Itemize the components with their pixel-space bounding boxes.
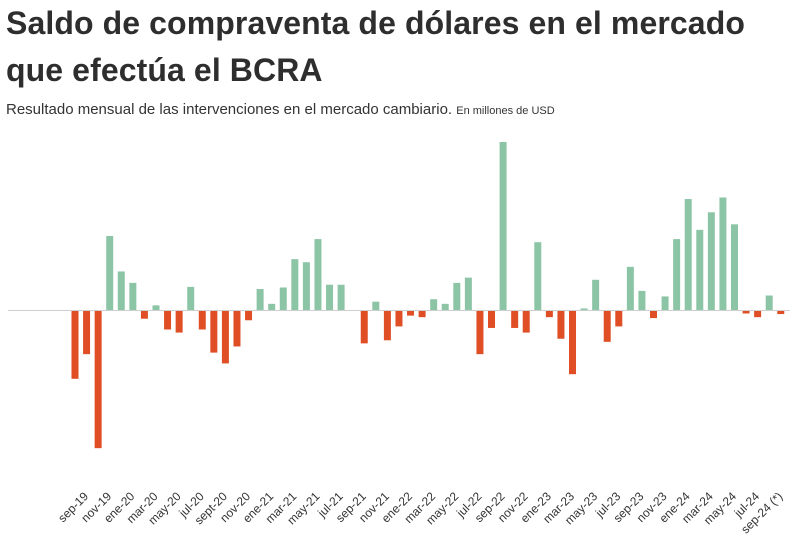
bar-sep-23 xyxy=(626,266,634,310)
bar-oct-20 xyxy=(221,311,229,364)
bar-ago-21 xyxy=(337,284,345,310)
bar-jul-22 xyxy=(464,277,472,310)
bar-sep-19 xyxy=(71,311,79,379)
bar-ene-24 xyxy=(673,239,681,310)
bar-abr-21 xyxy=(291,259,299,310)
bar-oct-21 xyxy=(360,311,368,344)
bar-may-22 xyxy=(441,303,449,310)
bar-ene-20 xyxy=(117,271,125,310)
unit-note: En millones de USD xyxy=(456,105,555,117)
bar-dic-23 xyxy=(661,296,669,310)
bar-nov-20 xyxy=(233,311,241,347)
x-tick-labels: sep-19nov-19ene-20mar-20may-20jul-20sept… xyxy=(55,489,785,536)
bar-ene-21 xyxy=(256,289,264,310)
bar-oct-19 xyxy=(83,311,91,355)
bar-ago-22 xyxy=(476,311,484,355)
bar-ago-20 xyxy=(198,311,206,330)
bar-dic-19 xyxy=(106,236,114,310)
bar-oct-23 xyxy=(638,290,646,310)
bar-nov-21 xyxy=(372,301,380,310)
bar-oct-22 xyxy=(499,142,507,310)
bar-may-21 xyxy=(302,262,310,310)
chart-title: Saldo de compraventa de dólares en el me… xyxy=(6,5,745,88)
bar-ago-23 xyxy=(615,311,623,327)
bar-sept-20 xyxy=(210,311,218,353)
bar-ene-23 xyxy=(534,242,542,310)
bar-abr-22 xyxy=(430,299,438,310)
bar-jun-23 xyxy=(592,279,600,310)
bar-jul-21 xyxy=(326,284,334,310)
bar-jun-22 xyxy=(453,282,461,310)
bar-jul-20 xyxy=(187,286,195,310)
bar-dic-21 xyxy=(383,311,391,341)
bar-mar-21 xyxy=(279,287,287,310)
chart-subtitle: Resultado mensual de las intervenciones … xyxy=(6,101,555,118)
bar-dic-20 xyxy=(245,311,253,321)
bar-may-20 xyxy=(164,311,172,330)
bar-jul-24 xyxy=(742,311,750,314)
bar-feb-21 xyxy=(268,303,276,310)
bar-mar-23 xyxy=(557,311,565,339)
bar-mar-24 xyxy=(696,229,704,310)
bar-mar-20 xyxy=(140,311,148,319)
bar-ago-24 xyxy=(754,311,762,318)
bar-feb-23 xyxy=(545,311,553,318)
bar-dic-22 xyxy=(522,311,530,333)
bar-sep-22 xyxy=(488,311,496,328)
bar-nov-23 xyxy=(650,311,657,319)
bar-sep-24- xyxy=(765,295,773,310)
bar-abr-24 xyxy=(707,212,715,310)
bar-jun-21 xyxy=(314,239,322,310)
bar-feb-24 xyxy=(684,199,692,310)
bar-abr-20 xyxy=(152,305,160,310)
subtitle-text: Resultado mensual de las intervenciones … xyxy=(6,101,453,118)
bar-jun-20 xyxy=(175,311,183,333)
bar-nov-22 xyxy=(511,311,519,328)
bar-jun-24 xyxy=(730,224,738,310)
bars-group xyxy=(71,142,785,449)
bar-ene-22 xyxy=(395,311,403,327)
bar-may-24 xyxy=(719,197,727,310)
bar-jul-23 xyxy=(603,311,611,342)
bar-nov-19 xyxy=(94,311,102,449)
bar-abr-23 xyxy=(569,311,577,375)
bar-may-23 xyxy=(580,308,588,310)
bar-bar-61 xyxy=(777,311,785,315)
bar-feb-22 xyxy=(407,311,415,316)
bar-mar-22 xyxy=(418,311,426,318)
bar-feb-20 xyxy=(129,282,137,310)
